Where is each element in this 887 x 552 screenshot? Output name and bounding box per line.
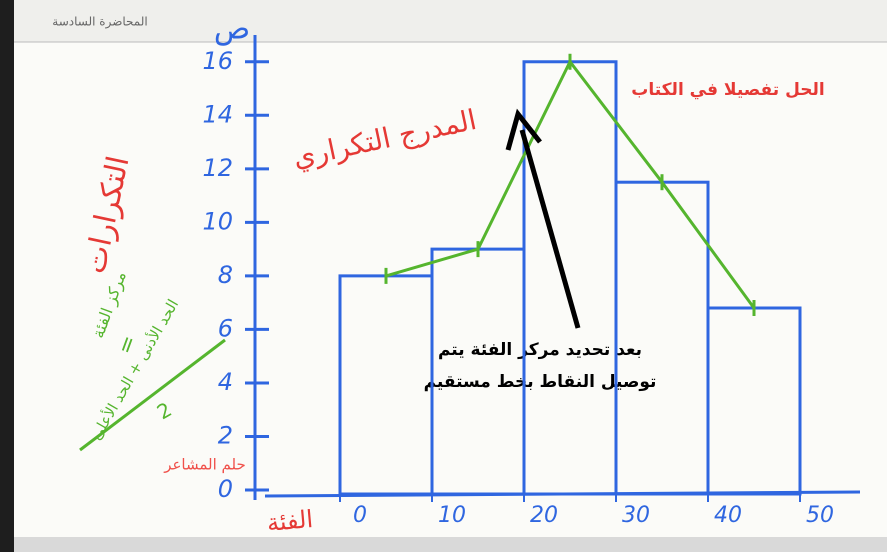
y-tick-label: 12 xyxy=(202,154,233,182)
annotation: بعد تحديد مركز الفئة يتم xyxy=(438,340,642,360)
y-tick-label: 8 xyxy=(218,261,233,289)
left-edge xyxy=(0,0,14,552)
arrow-head xyxy=(505,108,542,151)
annotation: توصيل النقاط بخط مستقيم xyxy=(424,372,657,392)
x-tick-label: 0 xyxy=(353,503,367,528)
fraction-line xyxy=(79,338,226,452)
header-title: المحاضرة السادسة xyxy=(52,15,147,30)
y-tick-label: 6 xyxy=(218,314,233,342)
x-tick-label: 10 xyxy=(438,503,466,528)
bottom-bar xyxy=(14,537,887,552)
arrow-shaft xyxy=(519,129,581,329)
x-axis-label: الفئة xyxy=(266,505,314,537)
y-tick-label: 10 xyxy=(202,207,233,235)
x-tick-label: 20 xyxy=(530,503,558,528)
x-tick-label: 40 xyxy=(714,503,742,528)
y-tick-label: 16 xyxy=(202,47,233,75)
top-bar xyxy=(0,0,887,42)
plot: 0 2 4 6 8 10 12 14 16 0 10 20 30 40 50 xyxy=(202,35,861,528)
y-tick-label: 4 xyxy=(218,368,233,396)
annotation: حلم المشاعر xyxy=(163,456,246,474)
y-tick-label: 0 xyxy=(218,475,233,503)
x-tick-label: 30 xyxy=(622,503,650,528)
y-symbol: ص xyxy=(214,12,250,47)
y-tick-label: 14 xyxy=(202,100,233,128)
annotation: الحل تفصيلا في الكتاب xyxy=(631,80,824,100)
x-tick-label: 50 xyxy=(806,503,834,528)
y-tick-label: 2 xyxy=(218,421,233,449)
